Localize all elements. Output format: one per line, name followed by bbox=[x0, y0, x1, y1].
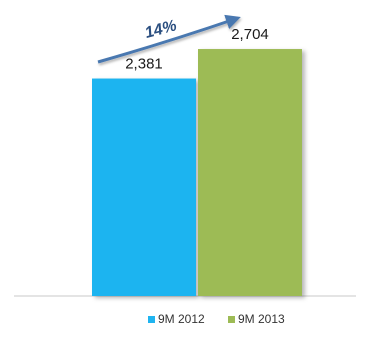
legend: 9M 2012 9M 2013 bbox=[148, 312, 285, 326]
legend-swatch-9m-2012 bbox=[148, 316, 155, 323]
growth-arrow bbox=[97, 14, 241, 64]
legend-label-9m-2013: 9M 2013 bbox=[238, 312, 285, 326]
data-labels-group: 2,381 2,704 bbox=[125, 26, 269, 73]
data-label-9m-2012: 2,381 bbox=[125, 56, 163, 73]
bar-9m-2012 bbox=[92, 78, 196, 296]
legend-swatch-9m-2013 bbox=[228, 316, 235, 323]
bar-9m-2013 bbox=[198, 49, 302, 296]
data-label-9m-2013: 2,704 bbox=[231, 26, 269, 43]
legend-label-9m-2012: 9M 2012 bbox=[158, 312, 205, 326]
bars-group bbox=[92, 49, 302, 296]
